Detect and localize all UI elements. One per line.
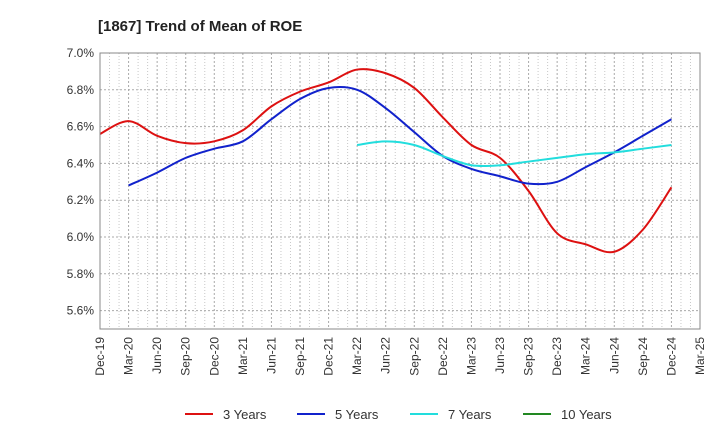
x-tick-label: Mar-22 xyxy=(350,337,364,375)
y-tick-label: 7.0% xyxy=(67,46,95,60)
series-line-3-years xyxy=(99,68,673,254)
x-tick-label: Dec-21 xyxy=(322,337,336,376)
x-tick-label: Mar-21 xyxy=(236,337,250,375)
y-tick-label: 6.0% xyxy=(67,230,95,244)
legend-label-7-years: 7 Years xyxy=(448,407,492,422)
legend-label-10-years: 10 Years xyxy=(561,407,612,422)
x-tick-label: Sep-20 xyxy=(179,337,193,376)
legend-label-5-years: 5 Years xyxy=(335,407,379,422)
legend-label-3-years: 3 Years xyxy=(223,407,267,422)
series-lines xyxy=(99,68,673,254)
chart-title: [1867] Trend of Mean of ROE xyxy=(98,18,302,35)
series-line-7-years xyxy=(357,140,672,168)
y-tick-label: 6.6% xyxy=(67,120,95,134)
x-tick-label: Mar-20 xyxy=(122,337,136,375)
x-axis-ticks: Dec-19 Mar-20 Jun-20 Sep-20 Dec-20 Mar-21 Jun-… xyxy=(93,337,707,376)
y-tick-label: 6.8% xyxy=(67,83,95,97)
x-tick-label: Dec-19 xyxy=(93,337,107,376)
x-tick-label: Sep-22 xyxy=(407,337,421,376)
y-axis-ticks: 5.6% 5.8% 6.0% 6.2% 6.4% 6.6% 6.8% 7.0% xyxy=(67,46,95,318)
x-tick-label: Dec-22 xyxy=(436,337,450,376)
y-tick-label: 5.8% xyxy=(67,267,95,281)
x-tick-label: Jun-23 xyxy=(493,337,507,374)
legend: 3 Years 5 Years 7 Years 10 Years xyxy=(185,407,612,422)
x-tick-label: Mar-25 xyxy=(693,337,707,375)
plot-area xyxy=(99,52,701,330)
x-tick-label: Dec-23 xyxy=(550,337,564,376)
x-tick-label: Mar-23 xyxy=(464,337,478,375)
y-tick-label: 5.6% xyxy=(67,304,95,318)
x-tick-label: Sep-21 xyxy=(293,337,307,376)
x-tick-label: Jun-21 xyxy=(264,337,278,374)
y-tick-label: 6.2% xyxy=(67,193,95,207)
x-tick-label: Dec-20 xyxy=(207,337,221,376)
y-tick-label: 6.4% xyxy=(67,156,95,170)
x-tick-label: Mar-24 xyxy=(579,337,593,375)
grid xyxy=(99,52,701,329)
x-tick-label: Jun-20 xyxy=(150,337,164,374)
x-tick-label: Jun-24 xyxy=(607,337,621,374)
series-line-5-years xyxy=(128,85,672,187)
x-tick-label: Sep-24 xyxy=(636,337,650,376)
x-tick-label: Sep-23 xyxy=(522,337,536,376)
x-tick-label: Jun-22 xyxy=(379,337,393,374)
x-tick-label: Dec-24 xyxy=(664,337,678,376)
